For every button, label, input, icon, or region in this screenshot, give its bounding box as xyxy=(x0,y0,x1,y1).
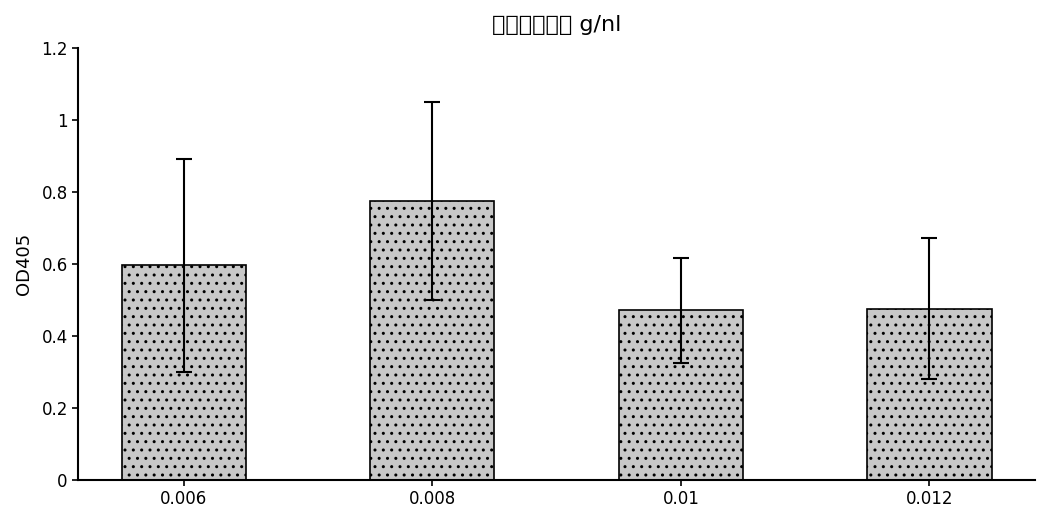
Bar xyxy=(618,311,743,480)
Title: 终血图原浓度 g/nl: 终血图原浓度 g/nl xyxy=(492,15,622,35)
Y-axis label: OD405: OD405 xyxy=(15,233,33,295)
Bar xyxy=(122,266,246,480)
Bar xyxy=(867,309,991,480)
Bar xyxy=(371,201,495,480)
